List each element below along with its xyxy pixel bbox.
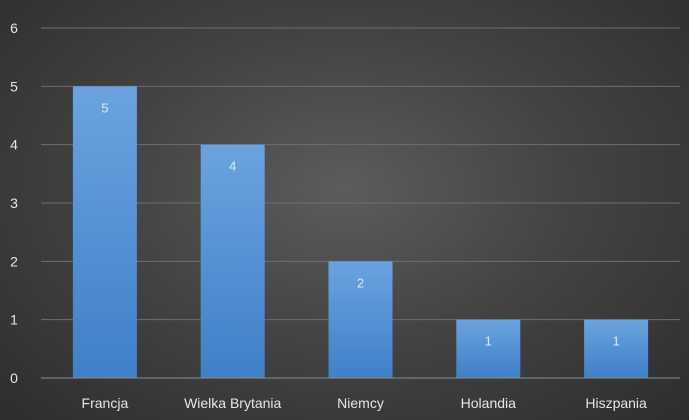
y-tick-label: 0 bbox=[10, 370, 18, 386]
bar-data-label: 2 bbox=[357, 275, 364, 290]
bar bbox=[200, 144, 265, 378]
y-tick-label: 2 bbox=[10, 253, 18, 269]
y-tick-label: 5 bbox=[10, 78, 18, 94]
bar-data-label: 5 bbox=[101, 100, 108, 115]
bar bbox=[584, 319, 649, 378]
y-tick-label: 4 bbox=[10, 137, 18, 153]
x-tick-label: Wielka Brytania bbox=[184, 395, 281, 411]
y-tick-label: 1 bbox=[10, 312, 18, 328]
gridlines bbox=[41, 27, 680, 321]
bar bbox=[456, 319, 521, 378]
bar bbox=[328, 261, 393, 378]
bar-data-labels: 5 4 2 1 1 bbox=[101, 100, 619, 348]
x-tick-label: Hiszpania bbox=[585, 395, 647, 411]
x-tick-label: Francja bbox=[82, 395, 129, 411]
x-tick-label: Niemcy bbox=[337, 395, 384, 411]
bars bbox=[72, 86, 649, 378]
x-tick-label: Holandia bbox=[461, 395, 516, 411]
bar bbox=[72, 86, 137, 378]
y-tick-label: 3 bbox=[10, 195, 18, 211]
y-axis-tick-labels: 0 1 2 3 4 5 6 bbox=[10, 20, 18, 386]
y-tick-label: 6 bbox=[10, 20, 18, 36]
bar-data-label: 4 bbox=[229, 159, 236, 174]
x-axis-tick-labels: Francja Wielka Brytania Niemcy Holandia Hisz… bbox=[82, 395, 647, 411]
bar-data-label: 1 bbox=[612, 334, 619, 349]
bar-data-label: 1 bbox=[485, 334, 492, 349]
